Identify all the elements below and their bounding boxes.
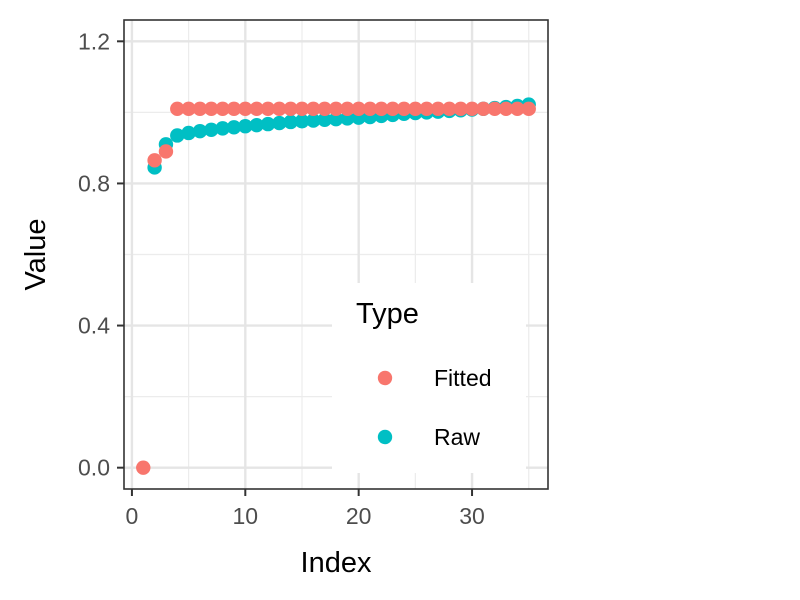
fitted-point bbox=[498, 101, 514, 117]
x-tick-label: 0 bbox=[126, 503, 139, 529]
raw-point bbox=[170, 128, 185, 143]
raw-point bbox=[215, 121, 230, 136]
fitted-point bbox=[362, 101, 378, 117]
raw-point bbox=[192, 124, 208, 139]
fitted-point bbox=[147, 153, 162, 168]
raw-point bbox=[226, 120, 242, 135]
y-tick-label: 1.2 bbox=[78, 28, 110, 54]
fitted-point bbox=[510, 101, 525, 117]
x-axis: 0 10 20 30 bbox=[126, 489, 485, 529]
fitted-point bbox=[170, 101, 185, 117]
fitted-point bbox=[272, 101, 287, 117]
fitted-point bbox=[385, 101, 400, 117]
legend-key-raw bbox=[377, 429, 393, 445]
fitted-point bbox=[487, 101, 502, 117]
raw-point bbox=[294, 114, 310, 129]
fitted-point bbox=[476, 101, 491, 117]
fitted-point bbox=[226, 101, 242, 117]
fitted-point bbox=[204, 101, 219, 117]
raw-point bbox=[306, 113, 321, 128]
raw-point bbox=[204, 122, 219, 137]
fitted-point bbox=[192, 101, 208, 117]
fitted-point bbox=[306, 101, 321, 117]
fitted-point bbox=[317, 101, 332, 117]
legend-key-fitted bbox=[377, 370, 393, 386]
x-tick-label: 30 bbox=[459, 503, 485, 529]
legend-title: Type bbox=[356, 298, 419, 330]
x-tick-label: 20 bbox=[346, 503, 372, 529]
fitted-point bbox=[351, 101, 366, 117]
y-tick-label: 0.4 bbox=[78, 313, 110, 339]
legend-background bbox=[332, 283, 526, 473]
raw-point bbox=[238, 119, 253, 134]
fitted-point bbox=[453, 101, 468, 117]
fitted-point bbox=[158, 144, 174, 159]
raw-point bbox=[249, 117, 264, 133]
y-tick-label: 0.8 bbox=[78, 170, 110, 196]
fitted-point bbox=[340, 101, 355, 117]
fitted-point bbox=[260, 101, 276, 117]
raw-point bbox=[317, 112, 332, 128]
fitted-point bbox=[442, 101, 457, 117]
raw-point bbox=[328, 111, 344, 127]
fitted-point bbox=[419, 101, 434, 117]
fitted-point bbox=[464, 101, 480, 117]
y-tick-label: 0.0 bbox=[78, 455, 110, 481]
raw-point bbox=[283, 114, 298, 130]
raw-point bbox=[272, 115, 287, 131]
fitted-point bbox=[408, 101, 423, 117]
x-axis-title: Index bbox=[301, 547, 372, 579]
legend-label-raw: Raw bbox=[434, 424, 480, 450]
fitted-point bbox=[249, 101, 264, 117]
raw-point bbox=[181, 125, 196, 141]
fitted-point bbox=[374, 101, 389, 117]
fitted-point bbox=[215, 101, 230, 117]
y-axis: 0.0 0.4 0.8 1.2 bbox=[78, 28, 124, 481]
fitted-point bbox=[328, 101, 344, 117]
legend-items: Fitted Raw bbox=[377, 365, 492, 450]
data-points bbox=[136, 97, 536, 475]
legend-label-fitted: Fitted bbox=[434, 365, 492, 391]
fitted-point bbox=[521, 101, 536, 117]
x-tick-label: 10 bbox=[233, 503, 259, 529]
fitted-point bbox=[238, 101, 253, 117]
fitted-point bbox=[396, 101, 412, 117]
plot-panel-border bbox=[123, 19, 549, 490]
raw-point bbox=[260, 116, 276, 132]
fitted-point bbox=[136, 460, 151, 475]
fitted-point bbox=[430, 101, 446, 117]
fitted-point bbox=[294, 101, 310, 117]
fitted-point bbox=[283, 101, 298, 117]
y-axis-title: Value bbox=[20, 218, 52, 290]
fitted-point bbox=[181, 101, 196, 117]
legend: Type Fitted Raw bbox=[332, 283, 526, 473]
